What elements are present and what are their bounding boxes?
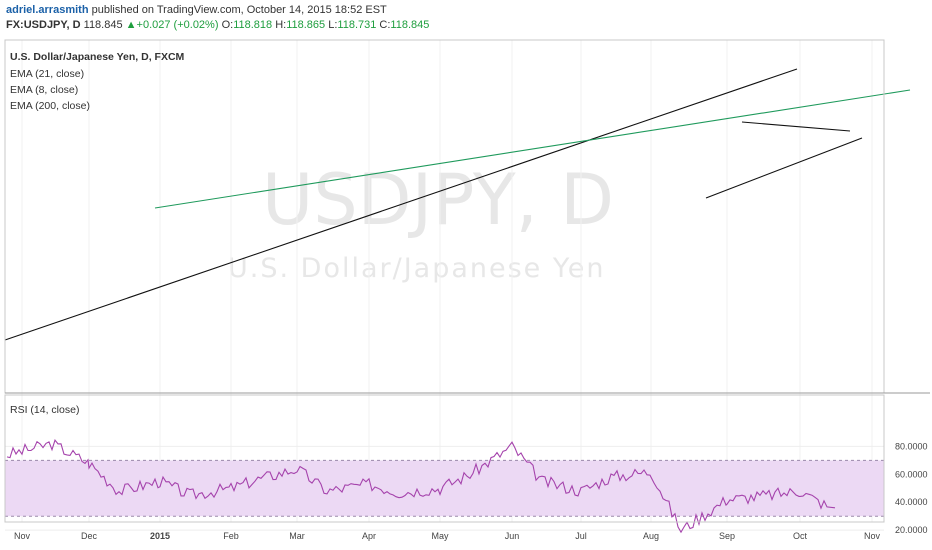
rsi-tick-label: 20.0000 [895, 525, 928, 535]
rsi-tick-label: 60.0000 [895, 469, 928, 479]
rsi-tick-label: 40.0000 [895, 497, 928, 507]
change-up-icon: ▲ [125, 19, 137, 31]
rsi-line [6, 439, 836, 534]
price-grid [5, 40, 884, 531]
time-tick-label: Aug [643, 531, 659, 541]
rsi-pane-frame [4, 394, 885, 523]
time-tick-label: Sep [719, 531, 735, 541]
legend-title: U.S. Dollar/Japanese Yen, D, FXCM [10, 51, 185, 63]
highlight-zones [5, 459, 884, 517]
time-tick-label: Jun [505, 531, 520, 541]
axes: 126.000124.000122.000120.000118.000116.0… [4, 39, 930, 541]
open-value: 118.818 [233, 19, 273, 31]
time-tick-label: Dec [81, 531, 98, 541]
author-link[interactable]: adriel.arrasmith [6, 4, 89, 16]
watermark-description: U.S. Dollar/Japanese Yen [228, 253, 606, 284]
long-uptrend-line [4, 68, 798, 341]
watermark-symbol: USDJPY, D [262, 159, 614, 241]
high-value: 118.865 [286, 19, 326, 31]
rsi-legend: RSI (14, close) [10, 404, 79, 416]
rsi-pane [6, 439, 836, 534]
symbol-label: FX:USDJPY, D [6, 19, 84, 31]
green-trendline [154, 89, 911, 209]
low-value: 118.731 [337, 19, 377, 31]
time-tick-label: Jul [575, 531, 587, 541]
last-price: 118.845 [83, 19, 123, 31]
symbol-watermark: USDJPY, D U.S. Dollar/Japanese Yen [228, 159, 614, 284]
time-tick-label: Oct [793, 531, 808, 541]
publish-text: published on TradingView.com, October 14… [88, 4, 387, 16]
time-tick-label: Nov [14, 531, 31, 541]
triangle-upper-line [741, 121, 851, 132]
legend-ema8: EMA (8, close) [10, 84, 78, 96]
time-tick-label: Apr [362, 531, 376, 541]
time-tick-label: May [431, 531, 449, 541]
legend-ema21: EMA (21, close) [10, 68, 84, 80]
publish-info: adriel.arrasmith published on TradingVie… [6, 4, 387, 16]
close-value: 118.845 [390, 19, 430, 31]
chart-legend: U.S. Dollar/Japanese Yen, D, FXCM EMA (2… [10, 51, 185, 416]
low-label: L: [328, 19, 338, 31]
rsi-band [5, 460, 884, 517]
close-label: C: [379, 19, 391, 31]
rsi-tick-label: 80.0000 [895, 441, 928, 451]
high-label: H: [275, 19, 287, 31]
change-value: +0.027 (+0.02%) [136, 19, 219, 31]
quote-line: FX:USDJPY, D 118.845 ▲+0.027 (+0.02%) O:… [6, 19, 429, 31]
time-tick-label: Nov [864, 531, 881, 541]
trendlines[interactable] [4, 68, 911, 341]
legend-ema200: EMA (200, close) [10, 100, 90, 112]
chart-header: adriel.arrasmith published on TradingVie… [0, 0, 932, 38]
open-label: O: [221, 19, 234, 31]
triangle-lower-line [705, 137, 863, 199]
time-tick-label: Mar [289, 531, 305, 541]
time-tick-label: Feb [223, 531, 239, 541]
time-tick-label: 2015 [150, 531, 170, 541]
